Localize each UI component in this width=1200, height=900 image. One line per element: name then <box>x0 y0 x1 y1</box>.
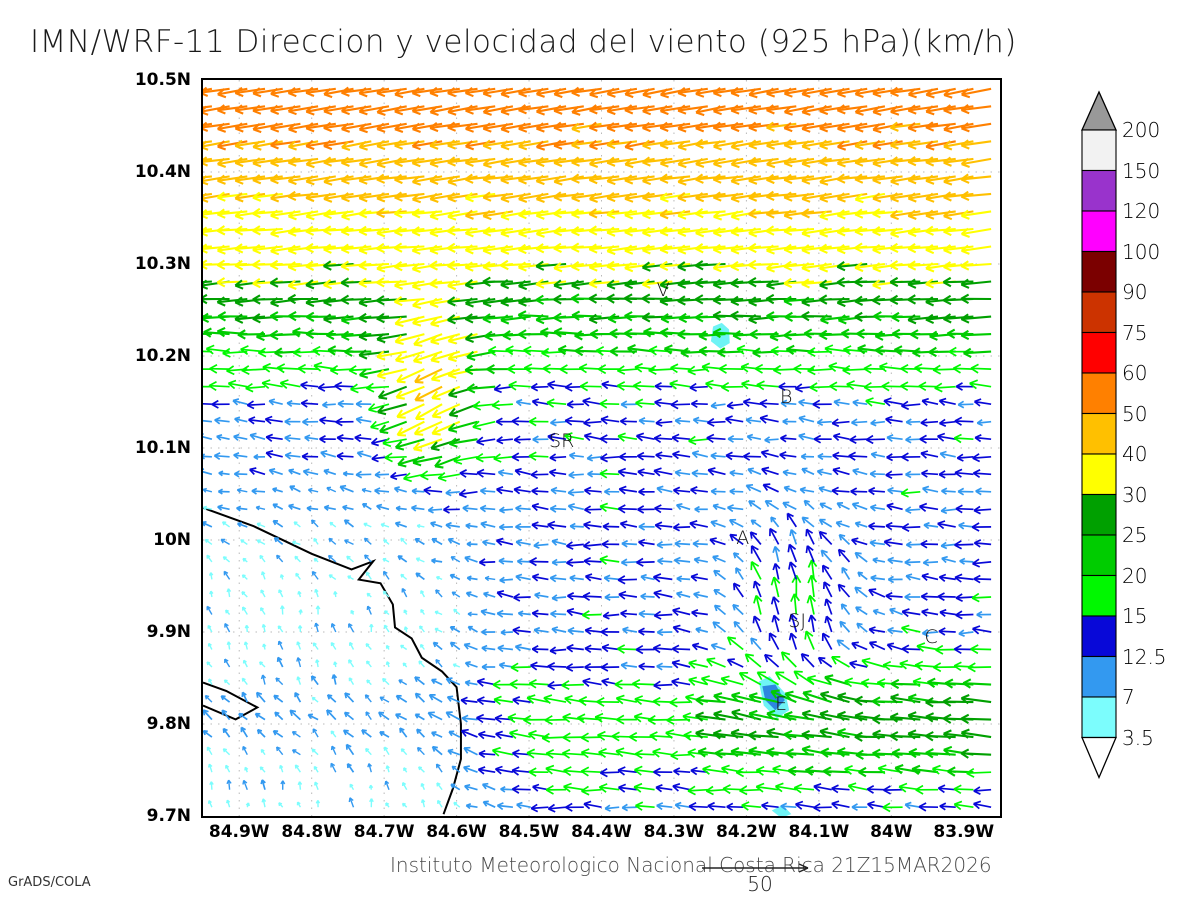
x-tick-label: 84.8W <box>281 822 343 842</box>
wind-vector-field <box>203 80 1000 816</box>
y-tick-label: 10.5N <box>134 70 191 90</box>
colorbar-label-25: 25 <box>1122 523 1148 547</box>
colorbar-label-30: 30 <box>1122 482 1148 507</box>
x-tick-label: 84.1W <box>788 822 850 842</box>
colorbar-label-20: 20 <box>1122 563 1148 588</box>
colorbar <box>1080 90 1118 780</box>
colorbar-label-75: 75 <box>1122 320 1148 345</box>
reference-vector-arrow <box>702 863 809 873</box>
y-tick-label: 9.9N <box>146 622 191 642</box>
x-tick-label: 84.7W <box>353 822 415 842</box>
y-tick-label: 10.1N <box>134 438 191 458</box>
x-tick-label: 84W <box>870 822 913 842</box>
x-tick-label: 84.9W <box>208 822 270 842</box>
colorbar-label-200: 200 <box>1122 118 1161 142</box>
page-title: IMN/WRF-11 Direccion y velocidad del vie… <box>30 24 1017 60</box>
colorbar-label-150: 150 <box>1122 158 1161 183</box>
x-tick-label: 84.4W <box>571 822 632 842</box>
x-tick-label: 84.6W <box>426 822 487 842</box>
colorbar-label-12-5: 12.5 <box>1122 644 1167 669</box>
x-tick-label: 84.2W <box>716 822 777 842</box>
footer-credit: GrADS/COLA <box>8 875 91 890</box>
y-tick-label: 10.3N <box>134 254 191 274</box>
colorbar-label-120: 120 <box>1122 199 1161 223</box>
x-tick-label: 83.9W <box>933 822 995 842</box>
colorbar-label-3-5: 3.5 <box>1122 725 1154 750</box>
speed-shade-polygon <box>771 804 792 816</box>
coastline <box>203 506 462 815</box>
x-tick-label: 84.5W <box>498 822 560 842</box>
y-tick-label: 10.4N <box>134 162 191 182</box>
reference-vector-value: 50 <box>747 872 773 896</box>
colorbar-label-40: 40 <box>1122 442 1148 466</box>
map-plot-area <box>201 78 1002 818</box>
y-tick-label: 9.7N <box>146 806 191 826</box>
colorbar-label-15: 15 <box>1122 604 1148 628</box>
speed-shade-polygon <box>710 322 730 349</box>
colorbar-label-7: 7 <box>1122 685 1135 709</box>
y-tick-label: 10N <box>153 530 191 550</box>
colorbar-label-50: 50 <box>1122 401 1148 426</box>
y-tick-label: 9.8N <box>146 714 191 734</box>
x-tick-label: 84.3W <box>643 822 705 842</box>
footer-institute: Instituto Meteorologico Nacional Costa R… <box>390 853 992 877</box>
colorbar-label-90: 90 <box>1122 280 1148 304</box>
coastline-peninsula <box>203 681 260 721</box>
colorbar-label-100: 100 <box>1122 239 1161 264</box>
colorbar-label-60: 60 <box>1122 361 1148 385</box>
y-tick-label: 10.2N <box>134 346 191 366</box>
